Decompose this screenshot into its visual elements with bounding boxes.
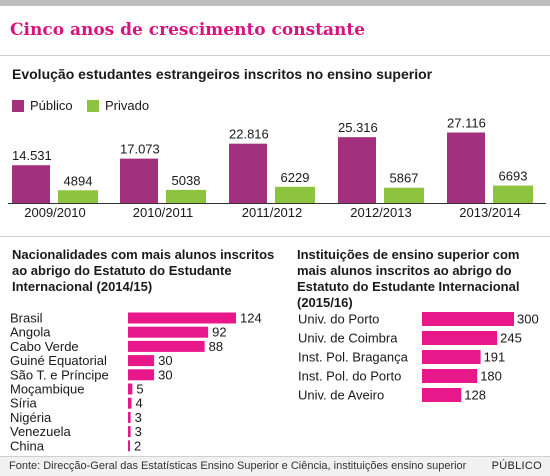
institution-label: Inst. Pol. Bragança xyxy=(298,350,409,365)
institution-label: Univ. de Coimbra xyxy=(298,331,398,346)
nationality-value: 92 xyxy=(212,325,226,340)
nationality-bar xyxy=(128,369,155,381)
institutions-title: Instituições de ensino superior com mais… xyxy=(297,247,520,310)
bar-privado xyxy=(384,187,424,203)
nationality-value: 2 xyxy=(134,438,141,453)
source-note: Fonte: Direcção-Geral das Estatísticas E… xyxy=(9,460,467,472)
nationalities-title: Nacionalidades com mais alunos inscritos… xyxy=(12,247,275,294)
nationality-value: 88 xyxy=(209,339,223,354)
value-label-publico: 14.531 xyxy=(12,148,52,163)
bar-publico xyxy=(447,132,485,203)
headline: Cinco anos de crescimento constante xyxy=(10,20,366,40)
nationality-bar xyxy=(128,326,209,338)
nationality-bar xyxy=(128,397,132,409)
nationality-bar xyxy=(128,312,236,324)
category-label: 2009/2010 xyxy=(24,205,85,220)
category-label: 2013/2014 xyxy=(459,205,520,220)
nationality-bar xyxy=(128,440,130,452)
nationality-label: Guiné Equatorial xyxy=(10,353,107,368)
nationality-label: Nigéria xyxy=(10,410,52,425)
institution-bar xyxy=(422,369,478,383)
institution-bar xyxy=(422,331,498,345)
bar-privado xyxy=(58,190,98,203)
nationality-value: 5 xyxy=(136,382,143,397)
institution-value: 300 xyxy=(517,312,539,327)
bar-privado xyxy=(493,185,533,203)
nationality-bar xyxy=(128,383,133,395)
institution-value: 245 xyxy=(500,331,522,346)
value-label-publico: 17.073 xyxy=(120,142,160,157)
category-label: 2011/2012 xyxy=(242,205,303,220)
nationality-label: China xyxy=(10,438,45,453)
category-label: 2010/2011 xyxy=(133,205,194,220)
nationality-label: Brasil xyxy=(10,311,43,326)
bar-privado xyxy=(166,189,206,203)
headline-divider xyxy=(0,55,550,56)
institution-bar xyxy=(422,388,462,402)
value-label-privado: 5038 xyxy=(172,173,201,188)
main-chart-title: Evolução estudantes estrangeiros inscrit… xyxy=(12,66,433,82)
value-label-publico: 22.816 xyxy=(229,127,269,142)
nationality-label: São T. e Príncipe xyxy=(10,367,109,382)
nationality-label: Angola xyxy=(10,325,51,340)
value-label-publico: 25.316 xyxy=(338,120,378,135)
nationality-label: Moçambique xyxy=(10,382,84,397)
institution-label: Inst. Pol. do Porto xyxy=(298,369,401,384)
footer: Fonte: Direcção-Geral das Estatísticas E… xyxy=(0,456,550,476)
legend-swatch-publico xyxy=(12,100,24,112)
nationality-value: 3 xyxy=(135,410,142,425)
institution-value: 128 xyxy=(464,388,486,403)
legend-label-publico: Público xyxy=(30,98,73,113)
nationality-value: 4 xyxy=(135,396,142,411)
value-label-privado: 5867 xyxy=(390,171,419,186)
nationality-value: 30 xyxy=(158,353,172,368)
nationality-label: Cabo Verde xyxy=(10,339,79,354)
value-label-privado: 6229 xyxy=(281,170,310,185)
legend-label-privado: Privado xyxy=(105,98,150,113)
value-label-privado: 4894 xyxy=(64,173,93,188)
nationality-value: 124 xyxy=(240,311,262,326)
bar-publico xyxy=(229,143,267,203)
institution-value: 191 xyxy=(484,350,506,365)
bar-privado xyxy=(275,186,315,203)
institution-value: 180 xyxy=(480,369,502,384)
institution-label: Univ. do Porto xyxy=(298,312,379,327)
nationality-bar xyxy=(128,411,131,423)
legend-swatch-privado xyxy=(87,100,99,112)
institution-label: Univ. de Aveiro xyxy=(298,388,384,403)
nationality-label: Síria xyxy=(10,396,38,411)
bar-publico xyxy=(120,158,158,203)
nationality-bar xyxy=(128,355,155,367)
category-label: 2012/2013 xyxy=(350,205,411,220)
nationality-bar xyxy=(128,426,131,438)
institution-bar xyxy=(422,312,514,326)
brand-logo: PÚBLICO xyxy=(491,460,542,472)
value-label-privado: 6693 xyxy=(499,169,528,184)
bar-publico xyxy=(12,165,50,203)
nationality-bar xyxy=(128,340,205,352)
institution-bar xyxy=(422,350,481,364)
nationality-value: 3 xyxy=(135,424,142,439)
top-rule xyxy=(0,0,550,6)
bar-publico xyxy=(338,137,376,203)
value-label-publico: 27.116 xyxy=(447,115,486,130)
nationality-label: Venezuela xyxy=(10,424,71,439)
nationality-value: 30 xyxy=(158,367,172,382)
